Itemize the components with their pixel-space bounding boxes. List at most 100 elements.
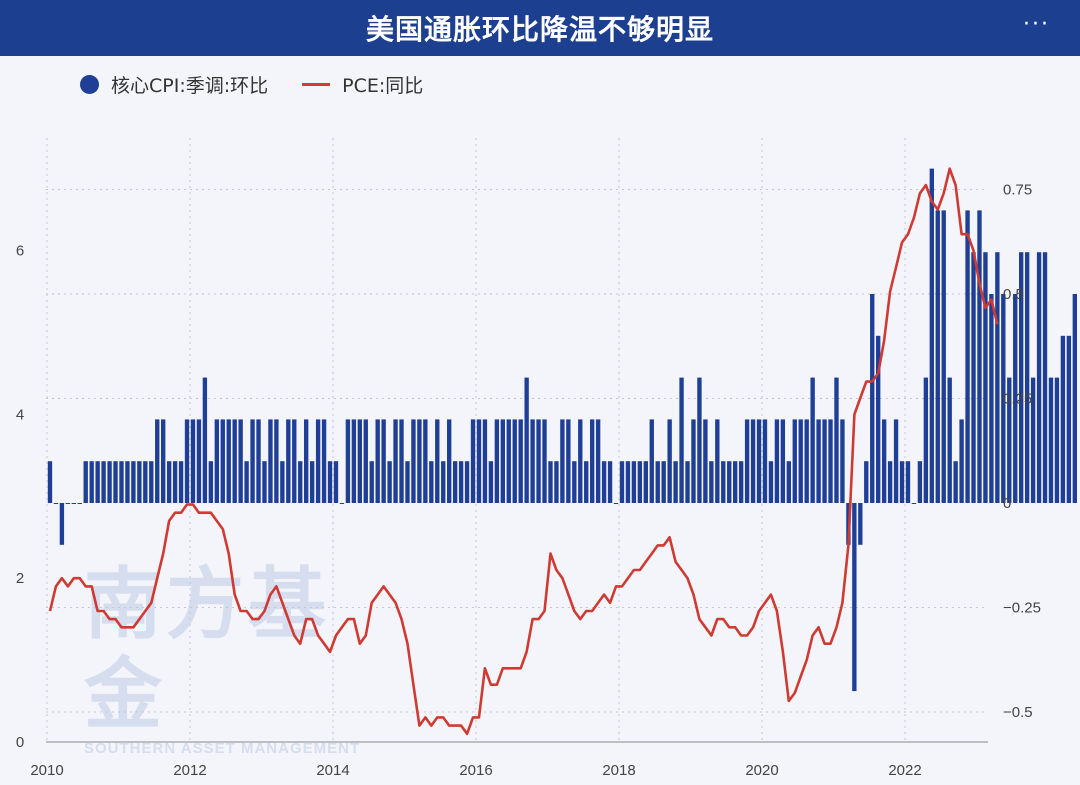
bar: [548, 461, 553, 503]
right-y-tick-label: 0: [1003, 495, 1011, 512]
bar: [399, 419, 404, 503]
bar: [381, 419, 386, 503]
bar: [458, 461, 464, 503]
bar: [715, 419, 720, 503]
chart-legend: 核心CPI:季调:环比 PCE:同比: [80, 70, 423, 98]
bar: [1036, 252, 1042, 503]
bar: [971, 252, 976, 503]
right-y-tick-label: 0.75: [1003, 182, 1032, 199]
legend-marker-bar: [80, 74, 99, 94]
x-tick-label: 2018: [602, 762, 635, 779]
bar: [208, 461, 214, 503]
bar: [595, 419, 601, 503]
bar: [494, 419, 500, 503]
bar: [625, 461, 631, 503]
bar: [321, 419, 327, 503]
bar: [619, 461, 625, 503]
bar: [286, 419, 291, 503]
left-y-tick-label: 4: [16, 406, 24, 423]
legend-label-core-cpi: 核心CPI:季调:环比: [111, 74, 269, 97]
bar: [655, 461, 660, 503]
bar: [280, 461, 285, 503]
x-tick-label: 2012: [173, 762, 206, 779]
bar: [524, 377, 529, 503]
bar: [143, 461, 148, 503]
bar: [518, 419, 523, 503]
bar: [339, 503, 345, 504]
bar: [578, 419, 583, 503]
bar: [196, 419, 202, 503]
bar: [476, 419, 482, 503]
left-y-tick-label: 6: [16, 243, 24, 260]
legend-label-pce: PCE:同比: [342, 74, 424, 97]
bar: [983, 252, 988, 503]
bar: [798, 419, 803, 503]
right-y-tick-label: −0.25: [1003, 600, 1041, 617]
bar: [184, 419, 190, 503]
bar: [161, 419, 166, 503]
bar: [792, 419, 797, 503]
bar: [1001, 294, 1006, 503]
bar: [530, 419, 535, 503]
bar: [470, 419, 476, 503]
bar: [989, 294, 994, 503]
bar: [941, 210, 946, 503]
legend-item-core-cpi[interactable]: 核心CPI:季调:环比: [80, 71, 268, 98]
bar: [351, 419, 357, 503]
bar: [274, 419, 279, 503]
bar: [756, 419, 762, 503]
bar: [703, 419, 708, 503]
bar: [1072, 294, 1077, 503]
bar: [804, 419, 809, 503]
bar: [1048, 377, 1054, 503]
legend-item-pce[interactable]: PCE:同比: [302, 71, 423, 98]
bar: [768, 461, 774, 503]
bar: [363, 419, 368, 503]
bar: [107, 461, 112, 503]
more-options-icon[interactable]: ···: [1023, 12, 1050, 37]
bar: [369, 461, 374, 503]
bar: [858, 503, 863, 545]
bar: [542, 419, 547, 503]
bar: [607, 461, 613, 503]
bar: [929, 168, 934, 503]
bar: [560, 419, 565, 503]
bar: [881, 419, 887, 503]
bar: [101, 461, 106, 503]
bar: [226, 419, 231, 503]
bar: [238, 419, 243, 503]
bar: [375, 419, 380, 503]
bar: [220, 419, 225, 503]
bar: [452, 461, 458, 503]
bar: [566, 419, 571, 503]
bar: [131, 461, 136, 503]
bar: [995, 252, 1000, 503]
bar: [536, 419, 541, 503]
bar: [685, 461, 690, 503]
bar: [250, 419, 255, 503]
bar: [113, 461, 118, 503]
bar: [268, 419, 273, 503]
bar: [661, 461, 666, 503]
bar: [1066, 335, 1072, 503]
bar: [935, 210, 940, 503]
bar: [411, 419, 416, 503]
bar: [482, 419, 488, 503]
bar: [393, 419, 398, 503]
bar: [667, 419, 672, 503]
bar: [643, 461, 648, 503]
bar: [1054, 377, 1060, 503]
bar: [512, 419, 517, 503]
bar: [71, 503, 76, 504]
bar: [876, 335, 881, 503]
bar: [554, 461, 559, 503]
x-tick-label: 2016: [459, 762, 492, 779]
x-tick-label: 2010: [30, 762, 63, 779]
bar: [822, 419, 827, 503]
pce-series-line: [48, 167, 999, 736]
bar: [423, 419, 428, 503]
bar: [1042, 252, 1048, 503]
bar: [584, 461, 589, 503]
bar: [137, 461, 142, 503]
left-y-tick-label: 2: [16, 570, 24, 587]
